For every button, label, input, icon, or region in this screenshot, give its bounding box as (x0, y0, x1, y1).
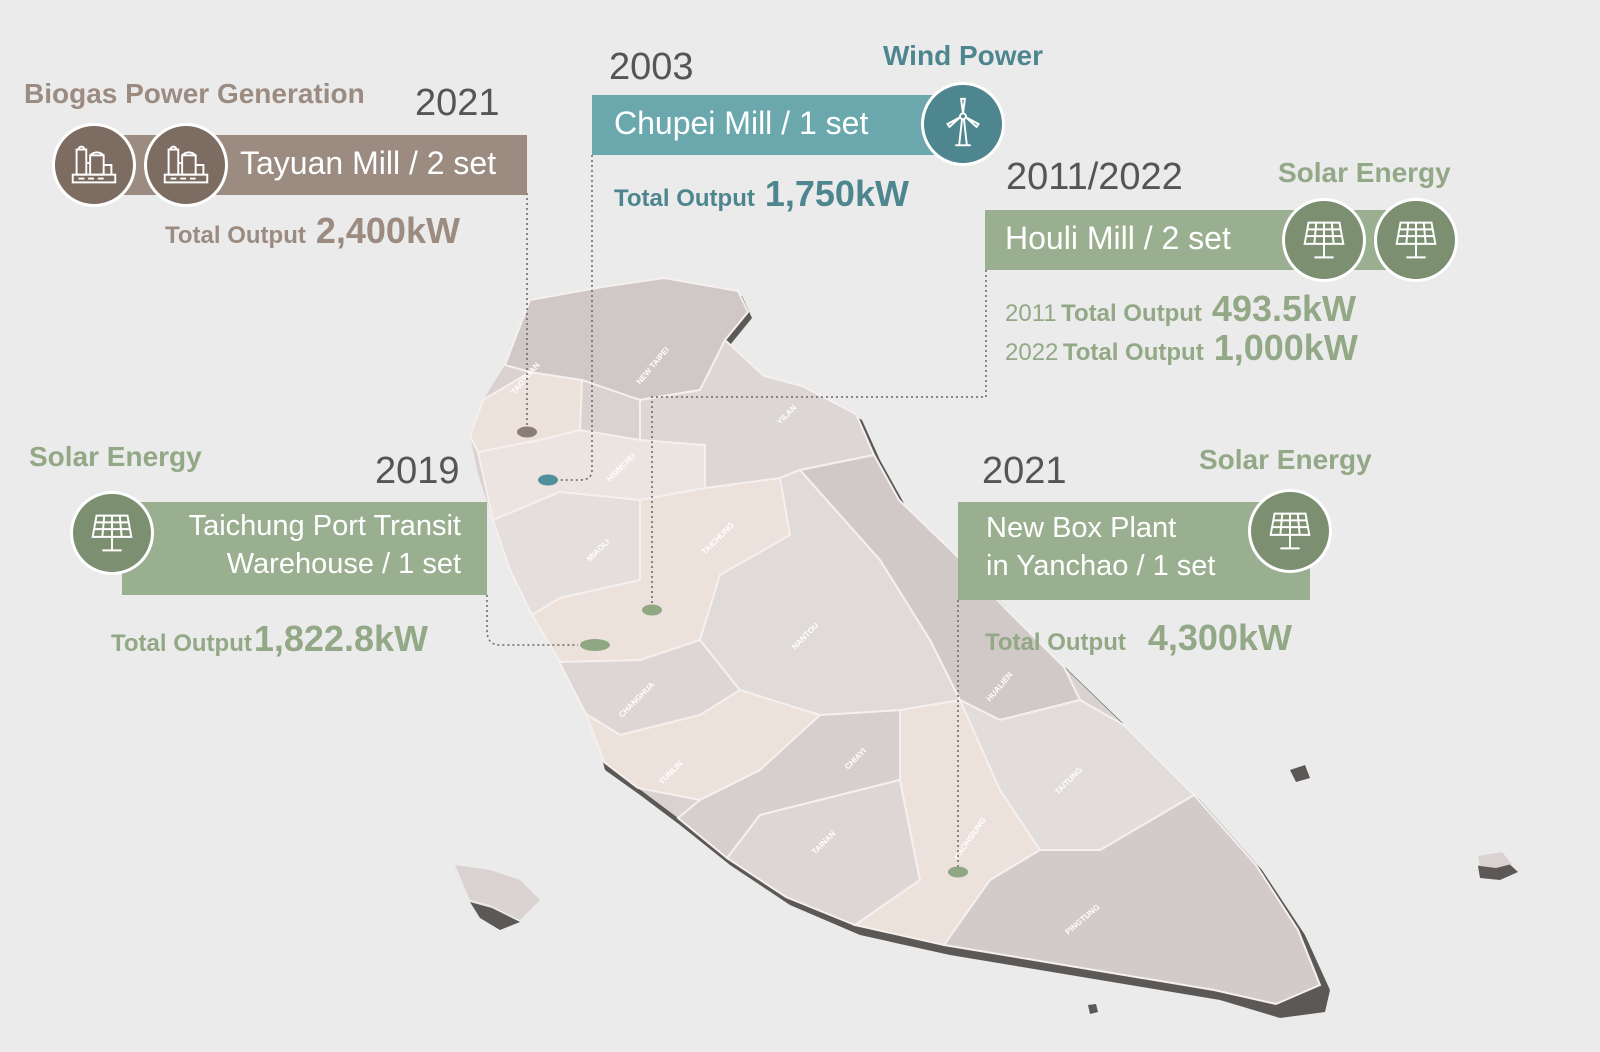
island-orchid-top (1478, 852, 1512, 868)
site-label-yanchao-line1: New Box Plant (986, 512, 1177, 544)
island-penghu (455, 865, 540, 920)
output-label: Total Output (165, 222, 306, 249)
site-label-chupei: Chupei Mill / 1 set (614, 105, 869, 141)
leader-line-chupei (560, 155, 593, 481)
island-penghu-shadow (470, 902, 520, 930)
wind-turbine-icon (921, 82, 1005, 166)
output-label: Total Output (1061, 300, 1202, 327)
output-taichung: Total Output1,822.8kW (111, 618, 428, 660)
year-houli: 2011/2022 (1006, 156, 1183, 198)
year-taichung: 2019 (375, 450, 460, 492)
output-label: Total Output (111, 630, 252, 657)
site-label-tayuan: Tayuan Mill / 2 set (240, 145, 497, 181)
output-value: 2,400kW (315, 210, 460, 251)
year-tayuan: 2021 (415, 82, 500, 124)
leader-line-taichung (486, 595, 578, 646)
output-houli-2022: 2022 Total Output 1,000kW (1005, 327, 1358, 369)
label-bar-taichung: Taichung Port Transit Warehouse / 1 set (122, 502, 487, 595)
marker-houli[interactable] (642, 604, 662, 616)
solar-panel-icon (1248, 489, 1332, 573)
output-yanchao: Total Output 4,300kW (985, 617, 1292, 659)
solar-panel-icon (1282, 198, 1366, 282)
solar-panel-icon (1374, 198, 1458, 282)
site-label-taichung-line1: Taichung Port Transit (188, 510, 461, 542)
marker-yanchao[interactable] (948, 866, 968, 878)
category-wind: Wind Power (883, 40, 1043, 71)
output-label: Total Output (1062, 339, 1204, 366)
output-value: 4,300kW (1147, 617, 1292, 658)
output-value: 493.5kW (1211, 288, 1357, 329)
output-houli-2011: 2011 Total Output 493.5kW (1005, 288, 1356, 330)
factory-icon (52, 123, 136, 207)
output-label: Total Output (614, 185, 755, 212)
output-label: Total Output (985, 629, 1126, 656)
year-chupei: 2003 (609, 46, 694, 88)
category-solar-taichung: Solar Energy (29, 441, 202, 472)
category-solar-yanchao: Solar Energy (1199, 444, 1372, 475)
output-chupei: Total Output 1,750kW (614, 173, 909, 215)
label-bar-yanchao: New Box Plant in Yanchao / 1 set (958, 502, 1310, 600)
output-tayuan: Total Output 2,400kW (165, 210, 460, 252)
site-label-houli: Houli Mill / 2 set (1005, 220, 1231, 256)
output-value: 1,750kW (764, 173, 909, 214)
island-lamay (1088, 1004, 1098, 1014)
label-bar-chupei: Chupei Mill / 1 set (592, 95, 970, 155)
district-hualien (798, 453, 1082, 722)
category-solar-houli: Solar Energy (1278, 157, 1451, 188)
solar-panel-icon (70, 491, 154, 575)
marker-tayuan[interactable] (517, 426, 537, 438)
output-year: 2022 (1005, 339, 1059, 366)
output-year: 2011 (1005, 300, 1057, 327)
leader-line-houli (651, 270, 987, 605)
district-taitung (957, 697, 1196, 851)
island-green (1290, 765, 1310, 782)
output-value: 1,822.8kW (253, 618, 428, 659)
output-value: 1,000kW (1213, 327, 1358, 368)
category-biogas: Biogas Power Generation (24, 78, 365, 109)
site-label-taichung-line2: Warehouse / 1 set (226, 548, 461, 580)
year-yanchao: 2021 (982, 450, 1067, 492)
marker-taichung-port[interactable] (580, 639, 610, 651)
factory-icon (144, 123, 228, 207)
marker-chupei[interactable] (538, 474, 558, 486)
site-label-yanchao-line2: in Yanchao / 1 set (986, 550, 1216, 582)
